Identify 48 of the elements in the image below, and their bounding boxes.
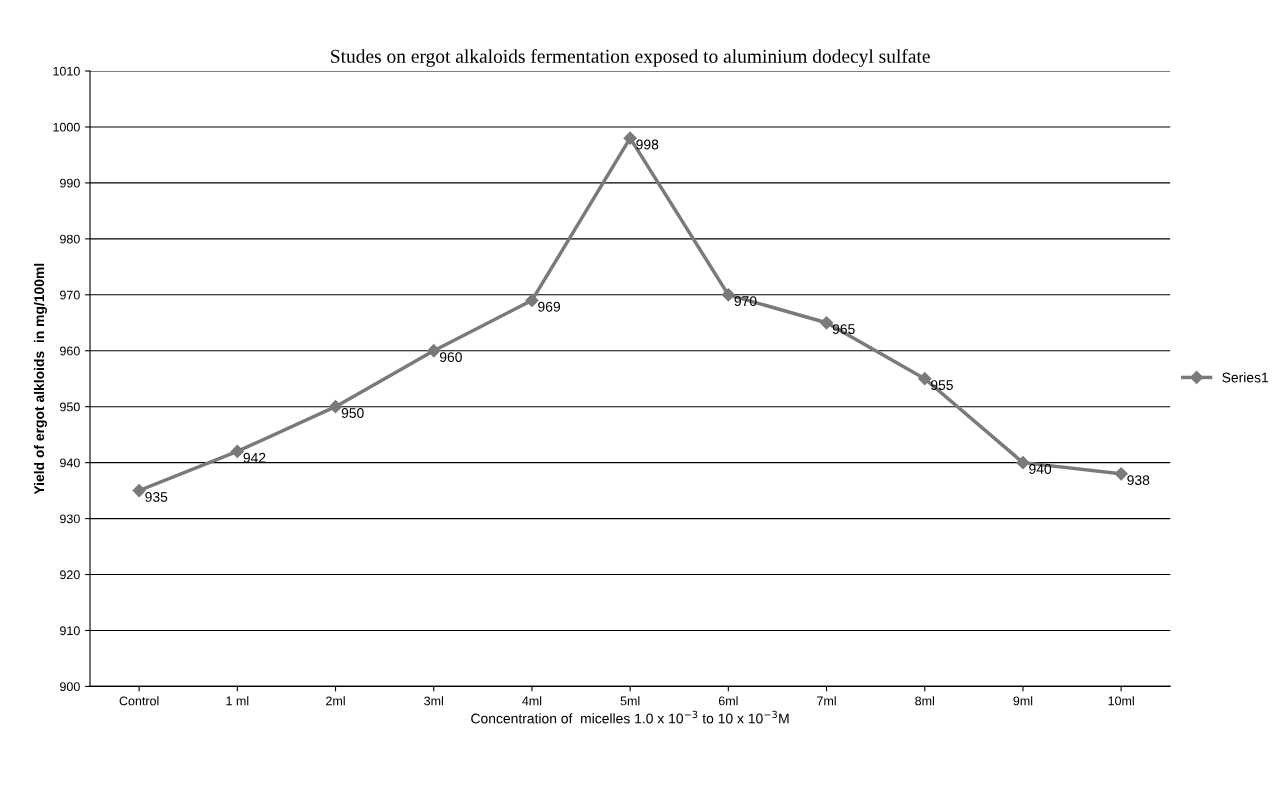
y-tick-label: 990: [60, 178, 80, 188]
x-tick-label: 9ml: [1013, 696, 1033, 706]
y-tick-label: 970: [60, 290, 80, 300]
data-label: 998: [636, 139, 659, 150]
x-tick-label: 4ml: [522, 696, 542, 706]
y-tick-label: 930: [60, 514, 80, 524]
point: [721, 288, 735, 302]
y-tick-label: 920: [60, 570, 80, 580]
x-tick-label: 10ml: [1108, 696, 1134, 706]
point: [230, 444, 244, 459]
x-tick-label: Control: [119, 696, 159, 706]
y-tick-label: 940: [60, 458, 80, 468]
y-tick-label: 900: [60, 682, 80, 692]
y-tick-label: 910: [60, 626, 80, 636]
y-axis-title: Yield of ergot alkloids in mg/100ml: [33, 263, 47, 495]
legend-label: Series1: [1222, 372, 1269, 383]
point: [1016, 456, 1030, 470]
data-label: 965: [832, 324, 855, 335]
x-tick-label: 7ml: [817, 696, 836, 706]
x-tick-label: 2ml: [326, 696, 345, 706]
data-label: 950: [341, 408, 364, 418]
chart-title: Studes on ergot alkaloids fermentation exposed to aluminium dodecyl sulfate: [331, 48, 930, 67]
x-tick-label: 1 ml: [226, 696, 249, 706]
point: [132, 484, 146, 498]
point: [427, 344, 441, 358]
point: [525, 293, 539, 307]
y-tick-label: 1010: [53, 66, 80, 76]
point: [819, 316, 834, 330]
x-tick-label: 8ml: [915, 696, 934, 706]
point: [918, 372, 932, 386]
data-label: 960: [439, 352, 462, 362]
x-axis-title: Concentration of micelles 1.0 x 10$^{−3}$ to 10 x 10$^{−3}$M: [471, 710, 789, 724]
data-label: 970: [734, 296, 757, 307]
data-label: 938: [1127, 475, 1150, 486]
y-tick-label: 950: [60, 402, 80, 412]
point: [623, 131, 637, 145]
data-label: 935: [145, 492, 168, 502]
data-label: 955: [930, 380, 953, 390]
x-tick-label: 3ml: [424, 696, 443, 706]
y-tick-label: 1000: [53, 122, 80, 132]
y-tick-label: 980: [60, 234, 80, 244]
point: [1114, 467, 1128, 481]
y-tick-label: 960: [60, 346, 80, 356]
data-label: 940: [1029, 464, 1052, 474]
point: [328, 400, 343, 414]
data-label: 969: [538, 301, 561, 312]
x-tick-label: 5ml: [620, 696, 640, 706]
x-tick-label: 6ml: [718, 696, 738, 706]
